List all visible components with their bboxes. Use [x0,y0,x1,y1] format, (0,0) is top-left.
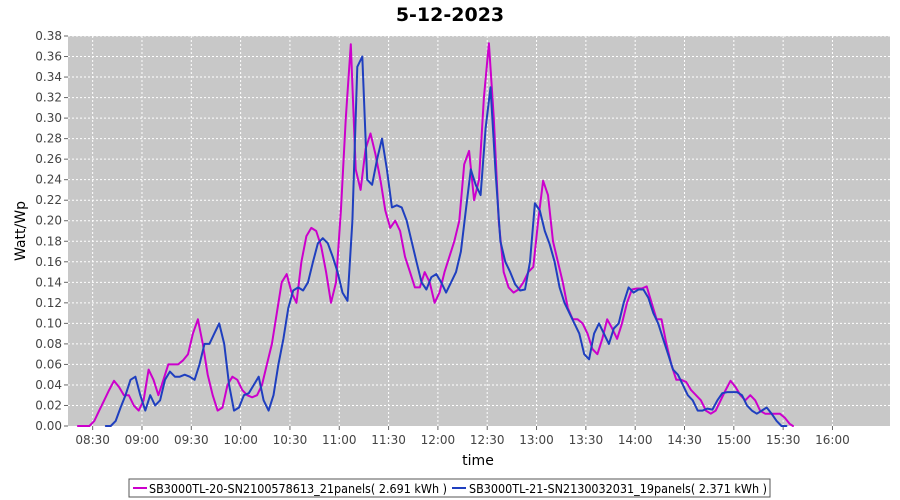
y-tick-label: 0.16 [35,255,62,269]
x-tick-label: 09:30 [174,433,209,447]
y-tick-label: 0.08 [35,337,62,351]
y-tick-label: 0.34 [35,70,62,84]
y-tick-label: 0.22 [35,193,62,207]
legend-item-series-1: SB3000TL-20-SN2100578613_21panels( 2.691… [133,482,447,496]
x-tick-label: 14:00 [618,433,653,447]
y-tick-label: 0.10 [35,316,62,330]
y-tick-label: 0.00 [35,419,62,433]
x-tick-label: 16:00 [815,433,850,447]
x-tick-label: 11:30 [371,433,406,447]
x-tick-label: 08:30 [75,433,110,447]
legend-box [128,478,771,498]
series-line-1 [76,42,794,427]
y-tick-label: 0.28 [35,132,62,146]
legend-item-series-2: SB3000TL-21-SN2130032031_19panels( 2.371… [452,482,767,496]
y-tick-label: 0.14 [35,275,62,289]
x-tick-label: 10:30 [273,433,308,447]
grid-lines [68,35,890,426]
y-tick-label: 0.38 [35,29,62,43]
x-axis-ticks: 08:30 09:00 09:30 10:00 10:30 11:00 11:30 12:00… [75,426,850,447]
y-tick-label: 0.20 [35,214,62,228]
y-tick-label: 0.32 [35,91,62,105]
x-tick-label: 13:30 [569,433,604,447]
x-tick-label: 12:00 [421,433,456,447]
x-tick-label: 15:00 [717,433,752,447]
y-tick-label: 0.30 [35,111,62,125]
y-tick-label: 0.36 [35,50,62,64]
x-tick-label: 15:30 [766,433,801,447]
series-line-2 [104,55,788,427]
legend-label-series-1: SB3000TL-20-SN2100578613_21panels( 2.691… [149,482,447,496]
x-tick-label: 10:00 [223,433,258,447]
x-axis-label: time [462,453,494,469]
y-tick-label: 0.02 [35,398,62,412]
legend-label-series-2: SB3000TL-21-SN2130032031_19panels( 2.371… [469,482,767,496]
chart-title: 5-12-2023 [396,4,504,26]
x-tick-label: 12:30 [470,433,505,447]
x-tick-label: 14:30 [667,433,702,447]
y-axis-label: Watt/Wp [13,201,29,261]
legend: SB3000TL-20-SN2100578613_21panels( 2.691… [128,478,771,498]
y-axis-ticks: 0.00 0.02 0.04 0.06 0.08 0.10 0.12 0.14 0.16 0.18… [35,29,68,433]
x-tick-label: 13:00 [519,433,554,447]
y-tick-label: 0.24 [35,173,62,187]
x-tick-label: 11:00 [322,433,357,447]
y-tick-label: 0.18 [35,234,62,248]
plot-area [68,36,890,426]
y-tick-label: 0.06 [35,357,62,371]
y-tick-label: 0.26 [35,152,62,166]
series-layer [76,42,794,427]
y-tick-label: 0.04 [35,378,62,392]
y-tick-label: 0.12 [35,296,62,310]
x-tick-label: 09:00 [125,433,160,447]
